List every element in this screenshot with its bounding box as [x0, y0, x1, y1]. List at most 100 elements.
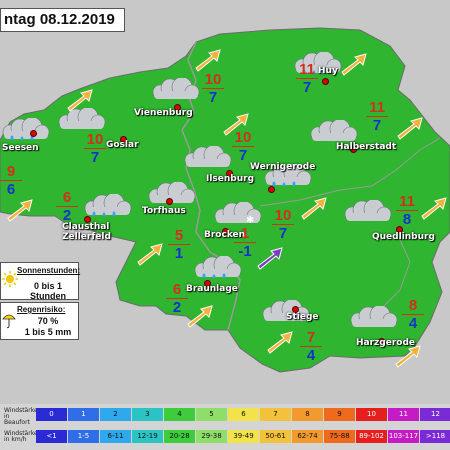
- wind-arrow-icon: [395, 345, 421, 368]
- temperature-min: 4: [408, 315, 418, 332]
- rain-percent: 70 %: [37, 316, 59, 326]
- temperature-group: 10 7: [232, 130, 254, 164]
- temperature-max: 11: [366, 100, 388, 117]
- sunshine-label: Sonnenstunden:: [17, 266, 81, 275]
- wind-arrow-icon: [421, 197, 447, 220]
- wind-scale-beaufort-cell: 6: [228, 408, 259, 421]
- wind-scale-beaufort-cell: 11: [388, 408, 419, 421]
- temperature-min: 7: [302, 79, 312, 96]
- temperature-max: 6: [56, 190, 78, 207]
- rain-amount: 1 bis 5 mm: [24, 327, 72, 337]
- cloudy-icon: [350, 306, 398, 328]
- temperature-min: 8: [402, 211, 412, 228]
- wind-scale-kmh-cell: 12-19: [132, 430, 163, 443]
- temperature-min: 2: [62, 207, 72, 224]
- city-label: Ilsenburg: [206, 174, 255, 184]
- map-title: ntag 08.12.2019: [0, 8, 125, 32]
- city-dot: [84, 216, 91, 223]
- wind-scale-beaufort-cell: 3: [132, 408, 163, 421]
- wind-arrow-icon: [301, 197, 327, 220]
- wind-scale-beaufort-cell: 1: [68, 408, 99, 421]
- city-label: Seesen: [2, 143, 39, 153]
- wind-scale-beaufort-cell: 9: [324, 408, 355, 421]
- wind-arrow-icon: [67, 89, 93, 112]
- wind-scale-beaufort-cell: 4: [164, 408, 195, 421]
- temperature-max: 6: [166, 282, 188, 299]
- wind-scale-kmh-cell: 62-74: [292, 430, 323, 443]
- wind-scale-kmh-cell: 1-5: [68, 430, 99, 443]
- wind-scale-kmh-cell: 103-117: [388, 430, 419, 443]
- temperature-max: 8: [402, 298, 424, 315]
- cloudy-rain-icon: [294, 52, 342, 74]
- wind-scale-kmh-cell: 20-28: [164, 430, 195, 443]
- cloudy-rain-icon: [194, 256, 242, 278]
- temperature-group: 10 7: [84, 132, 106, 166]
- city-dot: [292, 306, 299, 313]
- svg-text:✱: ✱: [246, 215, 254, 224]
- harz-region-shape: [0, 27, 450, 373]
- rain-legend: Regenrisiko: 70 % 1 bis 5 mm: [0, 302, 79, 340]
- city-label: Wernigerode: [250, 162, 316, 172]
- cloudy-snow-icon: ✱: [214, 202, 262, 224]
- city-dot: [378, 338, 385, 345]
- cloudy-icon: [310, 120, 358, 142]
- temperature-max: 10: [202, 72, 224, 89]
- wind-scale-beaufort-cell: 5: [196, 408, 227, 421]
- city-dot: [30, 130, 37, 137]
- wind-arrow-strong-icon: [257, 247, 283, 270]
- wind-arrow-icon: [223, 113, 249, 136]
- wind-scale-kmh-cell: 89-102: [356, 430, 387, 443]
- wind-scale-beaufort-cell: 2: [100, 408, 131, 421]
- city-dot: [350, 146, 357, 153]
- temperature-min: -1: [238, 243, 252, 260]
- city-dot: [174, 104, 181, 111]
- temperature-group: 10 7: [202, 72, 224, 106]
- cloudy-rain-icon: [2, 118, 50, 140]
- city-dot: [396, 226, 403, 233]
- temperature-min: 6: [6, 181, 16, 198]
- cloudy-icon: [152, 78, 200, 100]
- sun-icon: [2, 271, 18, 287]
- wind-arrow-icon: [187, 305, 213, 328]
- city-label: Stiege: [286, 312, 319, 322]
- district-border-line: [379, 239, 411, 311]
- wind-arrow-icon: [137, 243, 163, 266]
- temperature-max: 10: [272, 208, 294, 225]
- wind-scale-kmh-label: Windstärke in km/h: [4, 430, 38, 443]
- temperature-max: 1: [234, 226, 256, 243]
- city-label: Harzgerode: [356, 338, 415, 348]
- wind-scale-kmh-cell: <1: [36, 430, 67, 443]
- city-label: Brocken: [204, 230, 246, 240]
- temperature-min: 7: [208, 89, 218, 106]
- temperature-max: 5: [168, 228, 190, 245]
- wind-scale-beaufort-cell: 7: [260, 408, 291, 421]
- temperature-max: 7: [300, 330, 322, 347]
- temperature-max: 10: [84, 132, 106, 149]
- wind-arrow-icon: [267, 331, 293, 354]
- city-label: Clausthal Zellerfeld: [62, 222, 111, 242]
- cloudy-icon: [344, 200, 392, 222]
- city-dot: [166, 198, 173, 205]
- temperature-min: 7: [278, 225, 288, 242]
- temperature-min: 4: [306, 347, 316, 364]
- city-label: Torfhaus: [142, 206, 186, 216]
- umbrella-icon: [2, 314, 16, 329]
- wind-scale-beaufort-label: Windstärke in Beaufort: [4, 407, 38, 426]
- cloudy-rain-icon: [84, 194, 132, 216]
- city-label: Goslar: [106, 140, 139, 150]
- temperature-min: 7: [238, 147, 248, 164]
- city-dot: [222, 228, 229, 235]
- rain-label: Regenrisiko:: [17, 305, 66, 314]
- city-label: Vienenburg: [134, 108, 193, 118]
- temperature-max: 10: [232, 130, 254, 147]
- cloudy-rain-icon: [264, 164, 312, 186]
- temperature-min: 7: [372, 117, 382, 134]
- city-label: Braunlage: [186, 284, 238, 294]
- temperature-min: 1: [174, 245, 184, 262]
- wind-scale-beaufort-cell: 8: [292, 408, 323, 421]
- wind-scale: Windstärke in Beaufort Windstärke in km/…: [0, 404, 450, 450]
